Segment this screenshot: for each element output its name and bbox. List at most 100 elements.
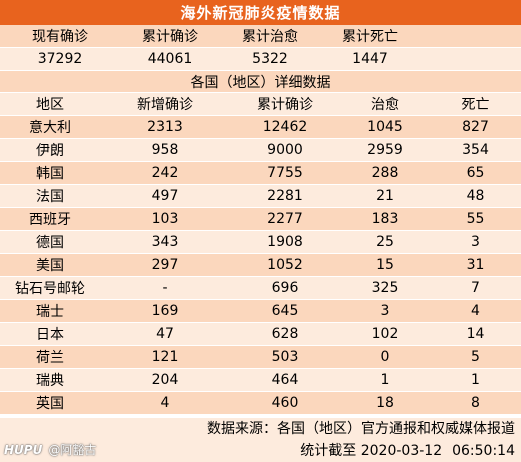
cell-new-confirmed: 4 [160, 395, 170, 411]
cell-recovered: 1045 [367, 119, 403, 135]
cell-new-confirmed: 958 [151, 142, 179, 158]
table-row: 西班牙 103 2277 183 55 [0, 208, 521, 231]
table-row: 韩国 242 7755 288 65 [0, 162, 521, 185]
cell-deaths: 4 [471, 303, 480, 319]
cell-new-confirmed: - [162, 280, 168, 296]
cell-region: 意大利 [29, 120, 71, 136]
cell-recovered: 3 [380, 303, 390, 319]
cell-deaths: 827 [462, 119, 489, 135]
stat-timestamp: 统计截至 2020-03-12 06:50:14 [0, 440, 521, 462]
watermark-brand: HUPU [4, 443, 43, 457]
summary-value-row: 37292 44061 5322 1447 [0, 48, 521, 71]
cell-total-confirmed: 628 [271, 326, 299, 342]
cell-region: 荷兰 [36, 350, 64, 366]
cell-total-confirmed: 464 [271, 372, 299, 388]
cell-deaths: 31 [466, 257, 485, 273]
cell-recovered: 325 [371, 280, 399, 296]
summary-header-total-recovered: 累计治愈 [242, 29, 298, 45]
table-row: 意大利 2313 12462 1045 827 [0, 116, 521, 139]
cell-total-confirmed: 9000 [267, 142, 303, 158]
details-header-new-confirmed: 新增确诊 [137, 97, 193, 113]
cell-deaths: 55 [466, 211, 485, 227]
cell-new-confirmed: 121 [151, 349, 179, 365]
details-header-recovered: 治愈 [371, 97, 399, 113]
cell-total-confirmed: 2277 [267, 211, 303, 227]
watermark-handle: @阿豁古 [48, 443, 97, 457]
cell-recovered: 18 [376, 395, 394, 411]
cell-recovered: 21 [376, 188, 394, 204]
table-row: 法国 497 2281 21 48 [0, 185, 521, 208]
stat-time: 06:50:14 [452, 443, 515, 459]
cell-region: 法国 [36, 189, 64, 205]
cell-recovered: 25 [376, 234, 394, 250]
cell-deaths: 1 [471, 372, 480, 388]
table-row: 美国 297 1052 15 31 [0, 254, 521, 277]
details-header-region: 地区 [36, 97, 64, 113]
cell-region: 西班牙 [29, 212, 71, 228]
cell-deaths: 14 [466, 326, 485, 342]
cell-region: 韩国 [36, 166, 64, 182]
data-source-note: 数据来源：各国（地区）官方通报和权威媒体报道 [0, 418, 521, 440]
cell-total-confirmed: 645 [271, 303, 299, 319]
cell-new-confirmed: 242 [151, 165, 179, 181]
cell-region: 日本 [36, 327, 64, 343]
cell-new-confirmed: 497 [151, 188, 179, 204]
table-row: 德国 343 1908 25 3 [0, 231, 521, 254]
cell-region: 钻石号邮轮 [15, 281, 85, 297]
summary-value-total-recovered: 5322 [252, 51, 288, 67]
cell-deaths: 5 [471, 349, 480, 365]
table-row: 英国 4 460 18 8 [0, 392, 521, 415]
cell-total-confirmed: 1052 [267, 257, 303, 273]
summary-header-total-deaths: 累计死亡 [342, 29, 398, 45]
cell-recovered: 0 [380, 349, 390, 365]
table-row: 钻石号邮轮 - 696 325 7 [0, 277, 521, 300]
summary-header-current: 现有确诊 [32, 29, 88, 45]
summary-header-row: 现有确诊 累计确诊 累计治愈 累计死亡 [0, 25, 521, 48]
cell-region: 英国 [36, 396, 64, 412]
summary-value-current: 37292 [37, 51, 83, 67]
watermark: HUPU @阿豁古 [4, 441, 96, 458]
cell-new-confirmed: 204 [151, 372, 179, 388]
cell-deaths: 354 [462, 142, 489, 158]
details-header-total-confirmed: 累计确诊 [257, 97, 313, 113]
cell-recovered: 2959 [367, 142, 403, 158]
cell-new-confirmed: 103 [151, 211, 179, 227]
cell-region: 美国 [36, 258, 64, 274]
cell-region: 德国 [36, 235, 64, 251]
table-row: 伊朗 958 9000 2959 354 [0, 139, 521, 162]
cell-region: 瑞士 [36, 304, 64, 320]
cell-recovered: 183 [371, 211, 399, 227]
cell-deaths: 7 [471, 280, 480, 296]
stat-date-label: 统计截至 2020-03-12 [300, 443, 443, 459]
cell-new-confirmed: 2313 [147, 119, 183, 135]
cell-recovered: 1 [380, 372, 390, 388]
cell-recovered: 102 [371, 326, 399, 342]
cell-total-confirmed: 2281 [267, 188, 303, 204]
details-section-title: 各国（地区）详细数据 [0, 71, 521, 93]
cell-total-confirmed: 7755 [267, 165, 303, 181]
table-row: 瑞典 204 464 1 1 [0, 369, 521, 392]
cell-recovered: 15 [376, 257, 394, 273]
cell-new-confirmed: 169 [151, 303, 179, 319]
cell-total-confirmed: 696 [271, 280, 299, 296]
details-header-deaths: 死亡 [461, 97, 490, 113]
cell-deaths: 65 [466, 165, 485, 181]
table-row: 瑞士 169 645 3 4 [0, 300, 521, 323]
summary-header-total-confirmed: 累计确诊 [142, 29, 198, 45]
cell-deaths: 3 [471, 234, 480, 250]
cell-total-confirmed: 1908 [267, 234, 303, 250]
page-title: 海外新冠肺炎疫情数据 [0, 0, 521, 25]
summary-value-total-confirmed: 44061 [147, 51, 193, 67]
cell-total-confirmed: 460 [271, 395, 299, 411]
summary-value-total-deaths: 1447 [352, 51, 388, 67]
cell-total-confirmed: 503 [271, 349, 299, 365]
table-row: 日本 47 628 102 14 [0, 323, 521, 346]
cell-recovered: 288 [371, 165, 399, 181]
table-row: 荷兰 121 503 0 5 [0, 346, 521, 369]
cell-new-confirmed: 297 [151, 257, 179, 273]
cell-deaths: 48 [466, 188, 485, 204]
cell-region: 瑞典 [36, 373, 64, 389]
cell-new-confirmed: 343 [151, 234, 179, 250]
cell-deaths: 8 [471, 395, 480, 411]
